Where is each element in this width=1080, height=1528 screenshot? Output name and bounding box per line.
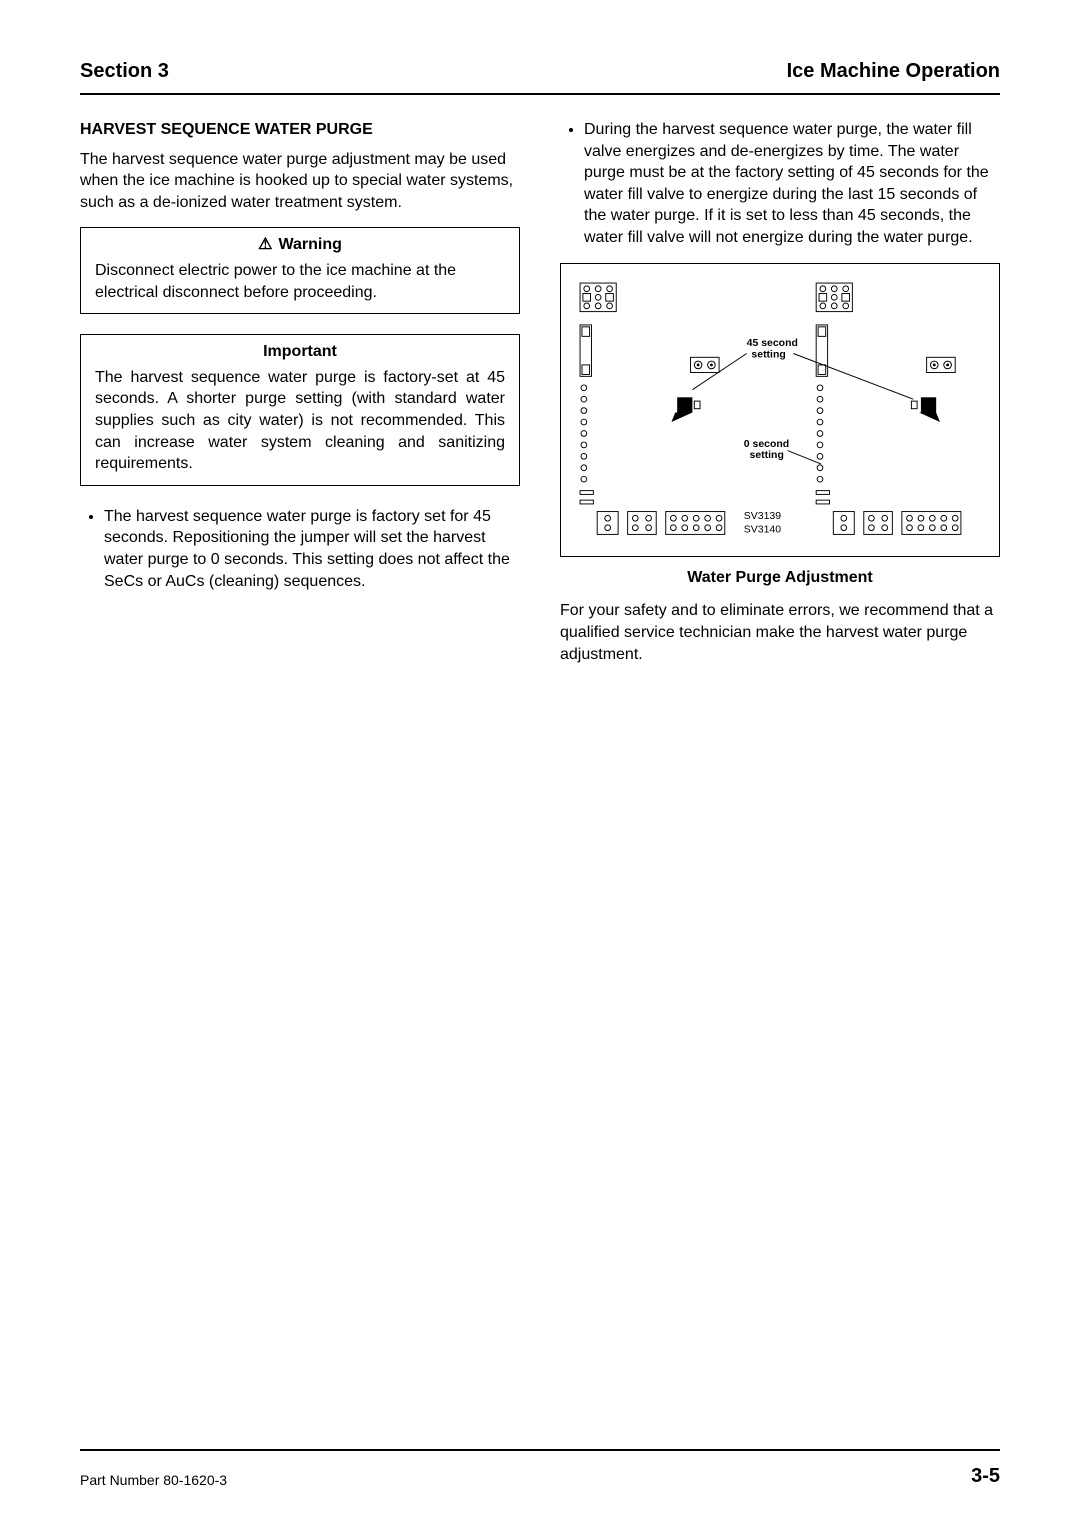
intro-paragraph: The harvest sequence water purge adjustm… — [80, 149, 520, 214]
warning-box: Warning Disconnect electric power to the… — [80, 227, 520, 314]
closing-paragraph: For your safety and to eliminate errors,… — [560, 600, 1000, 665]
warning-title: Warning — [95, 234, 505, 256]
header-right: Ice Machine Operation — [787, 60, 1000, 83]
water-purge-diagram: 45 second setting 0 second setting SV313… — [560, 263, 1000, 557]
footer-part-number: Part Number 80-1620-3 — [80, 1472, 227, 1488]
label-45-setting: setting — [751, 349, 785, 360]
warning-body: Disconnect electric power to the ice mac… — [95, 260, 505, 303]
diagram-ref-2: SV3140 — [744, 524, 781, 535]
important-title: Important — [95, 341, 505, 363]
diagram-ref-1: SV3139 — [744, 511, 781, 522]
label-0-setting: setting — [750, 450, 784, 461]
figure-caption: Water Purge Adjustment — [560, 567, 1000, 589]
important-body: The harvest sequence water purge is fact… — [95, 367, 505, 475]
right-column: During the harvest sequence water purge,… — [560, 119, 1000, 679]
harvest-heading: HARVEST SEQUENCE WATER PURGE — [80, 119, 520, 141]
label-0-second: 0 second — [744, 438, 789, 449]
footer-page-number: 3-5 — [971, 1465, 1000, 1488]
header-left: Section 3 — [80, 60, 169, 83]
right-bullet-1: During the harvest sequence water purge,… — [584, 119, 1000, 249]
important-box: Important The harvest sequence water pur… — [80, 334, 520, 486]
label-45-second: 45 second — [747, 337, 798, 348]
left-bullet-1: The harvest sequence water purge is fact… — [104, 506, 520, 592]
left-column: HARVEST SEQUENCE WATER PURGE The harvest… — [80, 119, 520, 679]
